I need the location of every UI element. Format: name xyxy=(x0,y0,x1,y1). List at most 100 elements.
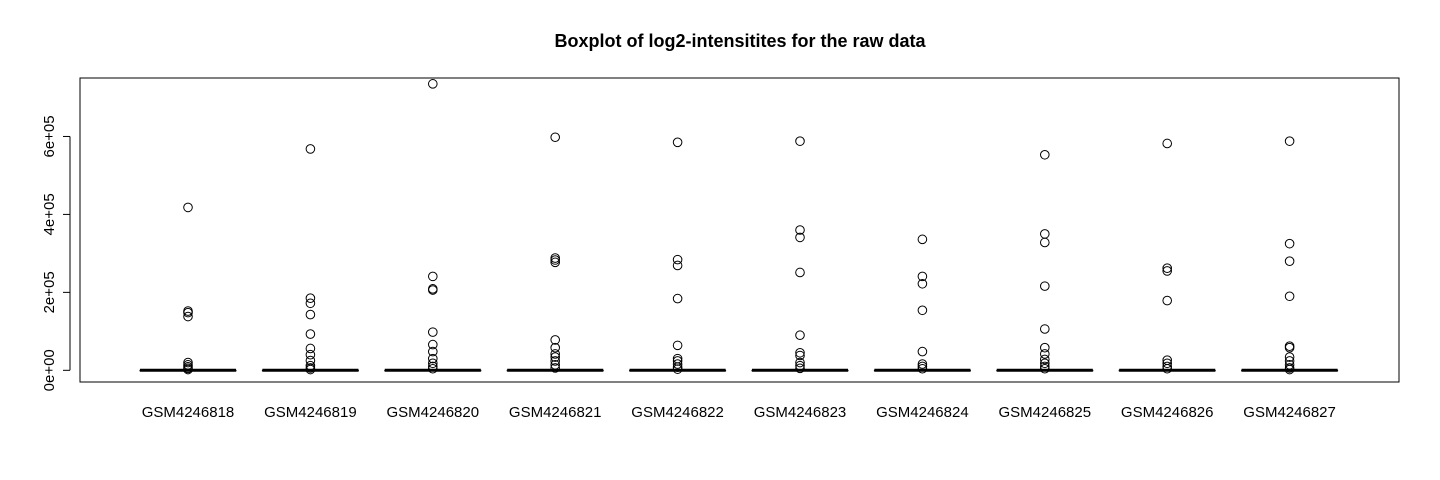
outlier-point xyxy=(550,360,561,370)
outlier-point xyxy=(795,225,805,235)
outlier-point xyxy=(1040,349,1050,359)
outlier-point xyxy=(1040,324,1050,334)
outlier-point xyxy=(1040,363,1050,374)
outlier-point xyxy=(1284,360,1295,370)
x-tick-label: GSM4246826 xyxy=(1121,404,1214,421)
outlier-point xyxy=(795,330,805,341)
outlier-point xyxy=(795,232,805,243)
outlier-point xyxy=(305,343,316,354)
box-group xyxy=(1241,136,1339,375)
box-group xyxy=(261,144,359,375)
outlier-point xyxy=(795,136,805,146)
outlier-point xyxy=(550,342,561,353)
outlier-point xyxy=(305,360,316,371)
outlier-point xyxy=(1284,352,1295,362)
box-group xyxy=(996,149,1094,374)
y-tick-label: 0e+00 xyxy=(41,349,58,391)
outlier-point xyxy=(428,327,438,337)
outlier-point xyxy=(1162,263,1172,273)
outlier-point xyxy=(795,347,805,358)
outlier-point xyxy=(1040,229,1050,239)
box-group xyxy=(873,234,971,374)
outlier-point xyxy=(1284,342,1295,353)
box-group xyxy=(384,79,482,374)
outlier-point xyxy=(672,364,683,374)
x-tick-label: GSM4246819 xyxy=(264,404,357,421)
outlier-point xyxy=(428,353,438,364)
box-group xyxy=(139,202,237,375)
outlier-point xyxy=(672,340,683,351)
outlier-point xyxy=(550,132,561,143)
outlier-point xyxy=(672,359,683,369)
x-tick-label: GSM4246818 xyxy=(142,404,235,421)
outlier-point xyxy=(550,257,561,268)
outlier-point xyxy=(1284,136,1295,146)
outlier-point xyxy=(550,352,561,362)
y-tick-label: 6e+05 xyxy=(41,115,58,157)
outlier-point xyxy=(1040,281,1050,291)
box-group xyxy=(1118,138,1216,374)
outlier-point xyxy=(428,285,438,295)
chart-title: Boxplot of log2-intensitites for the raw… xyxy=(554,31,926,51)
outlier-point xyxy=(1284,291,1295,302)
outlier-point xyxy=(550,363,561,373)
outlier-point xyxy=(1162,295,1172,306)
outlier-point xyxy=(550,349,561,359)
outlier-point xyxy=(550,356,561,366)
outlier-point xyxy=(305,293,316,304)
outlier-point xyxy=(1284,238,1295,249)
outlier-point xyxy=(1040,149,1050,160)
outlier-point xyxy=(428,346,438,357)
outlier-point xyxy=(795,267,805,278)
outlier-point xyxy=(183,311,193,322)
outlier-point xyxy=(428,361,438,372)
outlier-point xyxy=(917,234,928,245)
outlier-point xyxy=(672,293,683,304)
outlier-point xyxy=(1040,361,1050,372)
x-axis: GSM4246818 GSM4246819 GSM4246820 GSM4246821… xyxy=(142,404,1336,421)
outlier-point xyxy=(795,357,805,368)
x-tick-label: GSM4246821 xyxy=(509,404,602,421)
outlier-point xyxy=(1040,342,1050,353)
y-axis: 0e+00 2e+05 4e+05 6e+05 xyxy=(41,115,71,391)
outlier-point xyxy=(428,271,438,282)
y-tick-label: 4e+05 xyxy=(41,193,58,235)
outlier-point xyxy=(672,260,683,271)
outlier-point xyxy=(305,309,316,320)
outlier-point xyxy=(672,137,683,148)
x-tick-label: GSM4246827 xyxy=(1243,404,1336,421)
outlier-point xyxy=(183,364,193,375)
outlier-point xyxy=(1040,354,1050,365)
outlier-point xyxy=(917,278,928,289)
outlier-point xyxy=(183,307,193,318)
outlier-point xyxy=(1040,358,1050,369)
outlier-point xyxy=(795,350,805,361)
y-tick-label: 2e+05 xyxy=(41,271,58,313)
outlier-point xyxy=(917,363,928,374)
outlier-point xyxy=(917,305,928,316)
outlier-point xyxy=(305,298,316,309)
outlier-point xyxy=(917,359,928,369)
outlier-point xyxy=(1162,266,1172,276)
box-group xyxy=(751,136,849,374)
outlier-point xyxy=(305,349,316,360)
outlier-point xyxy=(428,79,438,89)
outlier-point xyxy=(305,144,316,154)
outlier-point xyxy=(183,357,193,368)
outlier-point xyxy=(183,202,193,213)
outlier-point xyxy=(795,360,805,371)
outlier-point xyxy=(795,363,805,374)
x-tick-label: GSM4246823 xyxy=(754,404,847,421)
outlier-point xyxy=(672,254,683,265)
outlier-point xyxy=(305,364,316,375)
outlier-point xyxy=(1162,363,1172,374)
outlier-point xyxy=(1162,138,1172,149)
outlier-point xyxy=(428,363,438,374)
plot-frame xyxy=(79,77,1400,383)
box-group xyxy=(629,137,727,374)
outlier-point xyxy=(428,358,438,369)
outlier-point xyxy=(917,271,928,282)
outlier-point xyxy=(550,335,561,345)
x-tick-label: GSM4246820 xyxy=(387,404,480,421)
